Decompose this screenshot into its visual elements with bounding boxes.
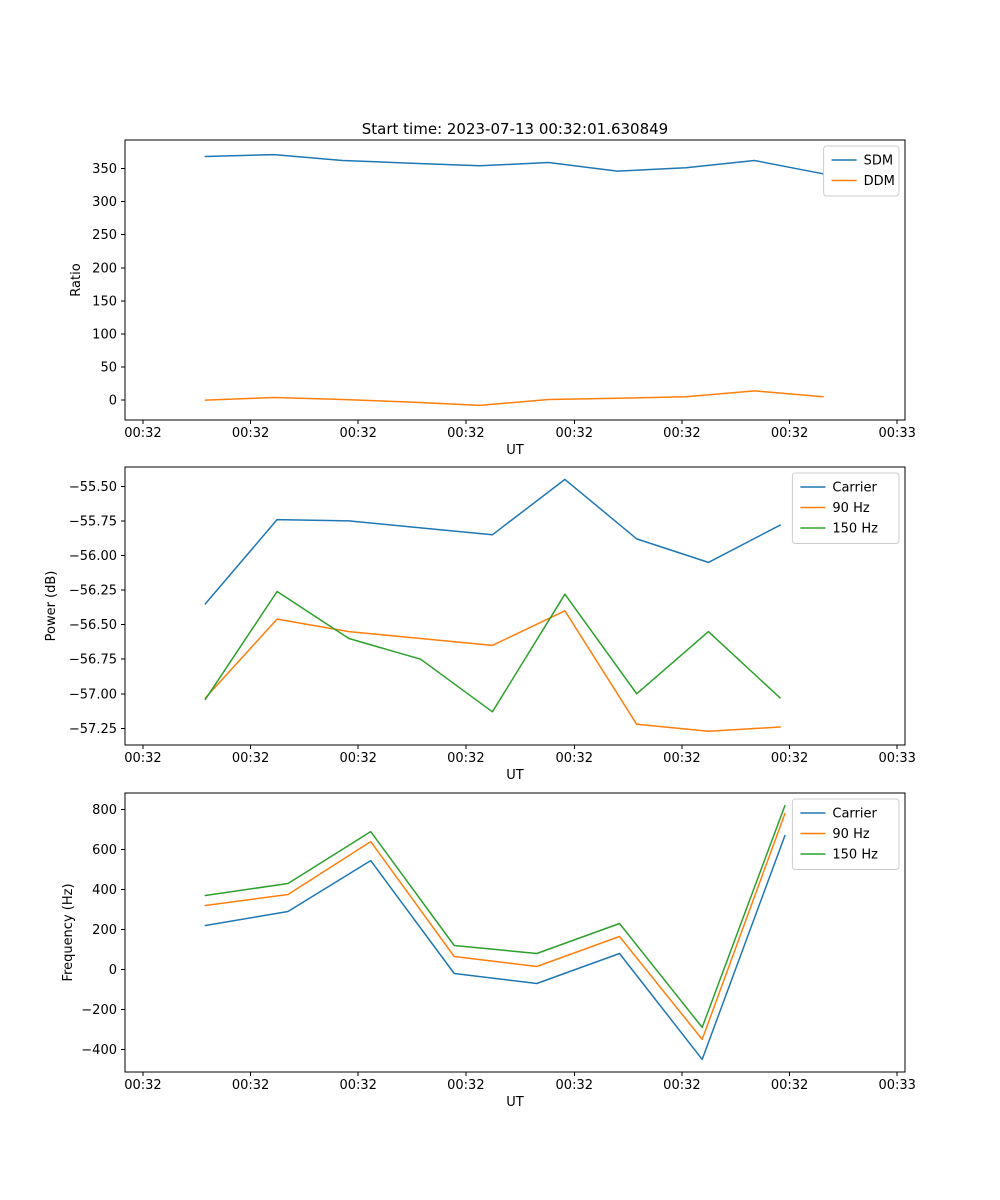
y-tick-label: 0: [109, 963, 117, 978]
axes-frame: [124, 792, 906, 1073]
y-tick-label: −56.25: [69, 584, 117, 599]
x-tick-label: 00:32: [232, 1078, 269, 1093]
y-tick-label: 50: [100, 361, 117, 376]
legend-label: SDM: [864, 154, 893, 169]
x-tick-label: 00:32: [556, 426, 593, 441]
legend-label: 90 Hz: [832, 501, 869, 516]
y-tick-label: 100: [92, 327, 117, 342]
x-tick-label: 00:33: [878, 426, 915, 441]
y-tick-label: −55.75: [69, 514, 117, 529]
x-tick-label: 00:32: [771, 751, 808, 766]
x-tick-label: 00:32: [771, 426, 808, 441]
x-tick-label: 00:32: [663, 751, 700, 766]
x-tick-label: 00:32: [447, 426, 484, 441]
x-axis-label: UT: [506, 1095, 524, 1110]
y-tick-label: 150: [92, 294, 117, 309]
x-tick-label: 00:33: [878, 1078, 915, 1093]
series-line-sdm: [204, 153, 824, 175]
legend-label: 90 Hz: [832, 827, 869, 842]
y-axis-label: Power (dB): [44, 571, 59, 642]
figure-title: Start time: 2023-07-13 00:32:01.630849: [361, 120, 669, 138]
axes-frame: [124, 139, 906, 421]
x-tick-label: 00:32: [232, 426, 269, 441]
y-tick-label: −55.50: [69, 480, 117, 495]
legend-label: Carrier: [832, 481, 877, 496]
y-tick-label: −57.25: [69, 722, 117, 737]
series-line-90-hz: [204, 610, 781, 732]
series-line-150-hz: [204, 804, 786, 1029]
x-tick-label: 00:32: [556, 1078, 593, 1093]
x-axis-label: UT: [506, 768, 524, 783]
y-axis-label: Frequency (Hz): [61, 883, 76, 981]
y-tick-label: −56.50: [69, 618, 117, 633]
series-line-ddm: [204, 390, 824, 407]
y-tick-label: 800: [92, 803, 117, 818]
legend-box: [791, 472, 900, 544]
series-line-carrier: [204, 478, 781, 605]
series-line-90-hz: [204, 812, 786, 1041]
y-tick-label: 400: [92, 883, 117, 898]
x-tick-label: 00:32: [232, 751, 269, 766]
y-tick-label: −56.75: [69, 653, 117, 668]
x-tick-label: 00:32: [124, 1078, 161, 1093]
legend-label: DDM: [864, 174, 895, 189]
x-tick-label: 00:32: [663, 426, 700, 441]
x-axis-label: UT: [506, 443, 524, 458]
legend-box: [823, 145, 900, 197]
y-tick-label: 300: [92, 195, 117, 210]
legend-label: 150 Hz: [832, 848, 878, 863]
series-line-150-hz: [204, 590, 781, 713]
x-tick-label: 00:33: [878, 751, 915, 766]
x-tick-label: 00:32: [339, 1078, 376, 1093]
y-tick-label: −200: [81, 1003, 117, 1018]
y-tick-label: −57.00: [69, 687, 117, 702]
y-tick-label: 200: [92, 923, 117, 938]
x-tick-label: 00:32: [339, 751, 376, 766]
x-tick-label: 00:32: [556, 751, 593, 766]
x-tick-label: 00:32: [447, 751, 484, 766]
y-axis-label: Ratio: [69, 263, 84, 296]
y-tick-label: 250: [92, 228, 117, 243]
x-tick-label: 00:32: [771, 1078, 808, 1093]
legend-label: Carrier: [832, 807, 877, 822]
x-tick-label: 00:32: [663, 1078, 700, 1093]
axes-frame: [124, 466, 906, 746]
legend-box: [791, 798, 900, 870]
x-tick-label: 00:32: [124, 426, 161, 441]
y-tick-label: −400: [81, 1043, 117, 1058]
legend-label: 150 Hz: [832, 522, 878, 537]
series-line-carrier: [204, 834, 786, 1061]
x-tick-label: 00:32: [339, 426, 376, 441]
y-tick-label: 0: [109, 394, 117, 409]
x-tick-label: 00:32: [124, 751, 161, 766]
x-tick-label: 00:32: [447, 1078, 484, 1093]
y-tick-label: −56.00: [69, 549, 117, 564]
y-tick-label: 350: [92, 162, 117, 177]
y-tick-label: 200: [92, 261, 117, 276]
y-tick-label: 600: [92, 843, 117, 858]
